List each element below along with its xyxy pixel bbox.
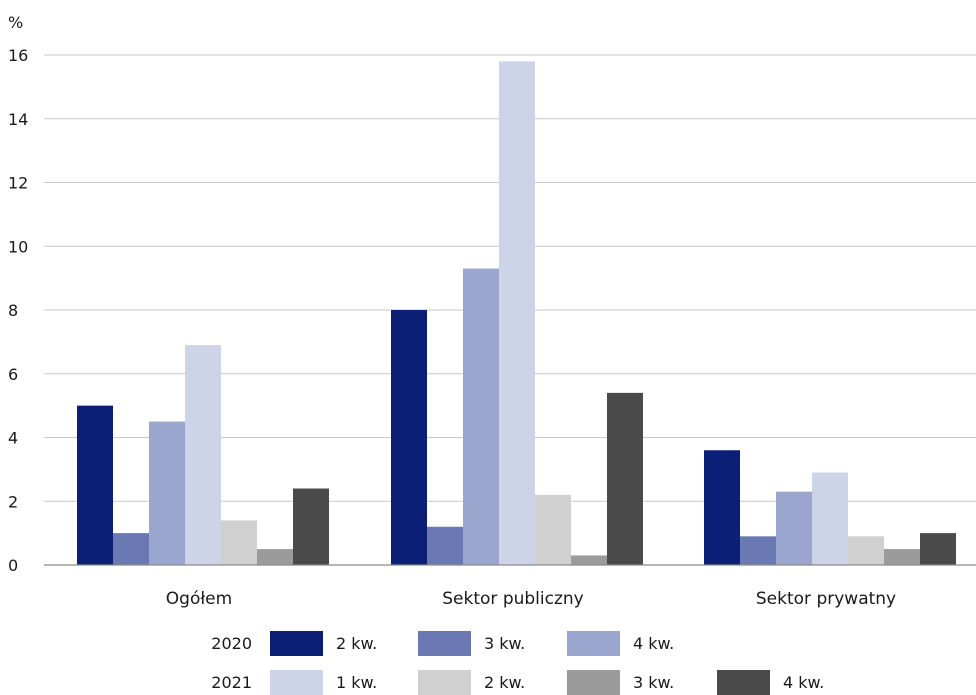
- x-axis-categories: Ogółem Sektor publiczny Sektor prywatny: [166, 589, 896, 609]
- bar: [293, 488, 329, 565]
- y-tick-label: 8: [8, 301, 18, 320]
- legend-swatch: [567, 631, 620, 656]
- legend-year-label: 2021: [211, 673, 252, 692]
- legend-label: 4 kw.: [633, 634, 674, 653]
- bar: [812, 472, 848, 565]
- legend-label: 2 kw.: [336, 634, 377, 653]
- legend-label: 4 kw.: [783, 673, 824, 692]
- y-tick-label: 16: [8, 46, 28, 65]
- bar: [704, 450, 740, 565]
- bar: [607, 392, 643, 565]
- bar: [391, 310, 427, 565]
- y-tick-label: 6: [8, 365, 18, 384]
- bar: [499, 61, 535, 565]
- bar: [776, 491, 812, 565]
- legend-label: 2 kw.: [484, 673, 525, 692]
- legend-swatch: [717, 670, 770, 695]
- bar: [257, 549, 293, 565]
- y-axis-label: %: [8, 13, 23, 32]
- bar: [149, 421, 185, 565]
- bar: [571, 555, 607, 565]
- bar: [113, 533, 149, 565]
- bar: [920, 533, 956, 565]
- bar: [463, 268, 499, 565]
- bar: [848, 536, 884, 565]
- y-axis-ticks: 0 2 4 6 8 10 12 14 16: [8, 46, 28, 575]
- y-tick-label: 10: [8, 237, 28, 256]
- legend-label: 1 kw.: [336, 673, 377, 692]
- bar: [221, 520, 257, 565]
- legend-label: 3 kw.: [484, 634, 525, 653]
- bar: [185, 345, 221, 565]
- x-category-label: Ogółem: [166, 589, 232, 609]
- x-category-label: Sektor prywatny: [756, 589, 896, 609]
- y-tick-label: 14: [8, 110, 28, 129]
- legend-swatch: [418, 670, 471, 695]
- legend-swatch: [567, 670, 620, 695]
- legend-swatch: [418, 631, 471, 656]
- bar: [77, 405, 113, 565]
- x-category-label: Sektor publiczny: [442, 589, 583, 609]
- y-tick-label: 4: [8, 429, 18, 448]
- bar: [740, 536, 776, 565]
- bar: [427, 526, 463, 565]
- legend: 2020 2 kw. 3 kw. 4 kw. 2021 1 kw. 2 kw. 3 kw. 4 …: [211, 631, 824, 695]
- legend-year-label: 2020: [211, 634, 252, 653]
- legend-swatch: [270, 631, 323, 656]
- y-tick-label: 0: [8, 556, 18, 575]
- bar: [535, 494, 571, 565]
- bars: [77, 61, 956, 565]
- y-tick-label: 2: [8, 492, 18, 511]
- legend-label: 3 kw.: [633, 673, 674, 692]
- legend-swatch: [270, 670, 323, 695]
- bar: [884, 549, 920, 565]
- y-tick-label: 12: [8, 174, 28, 193]
